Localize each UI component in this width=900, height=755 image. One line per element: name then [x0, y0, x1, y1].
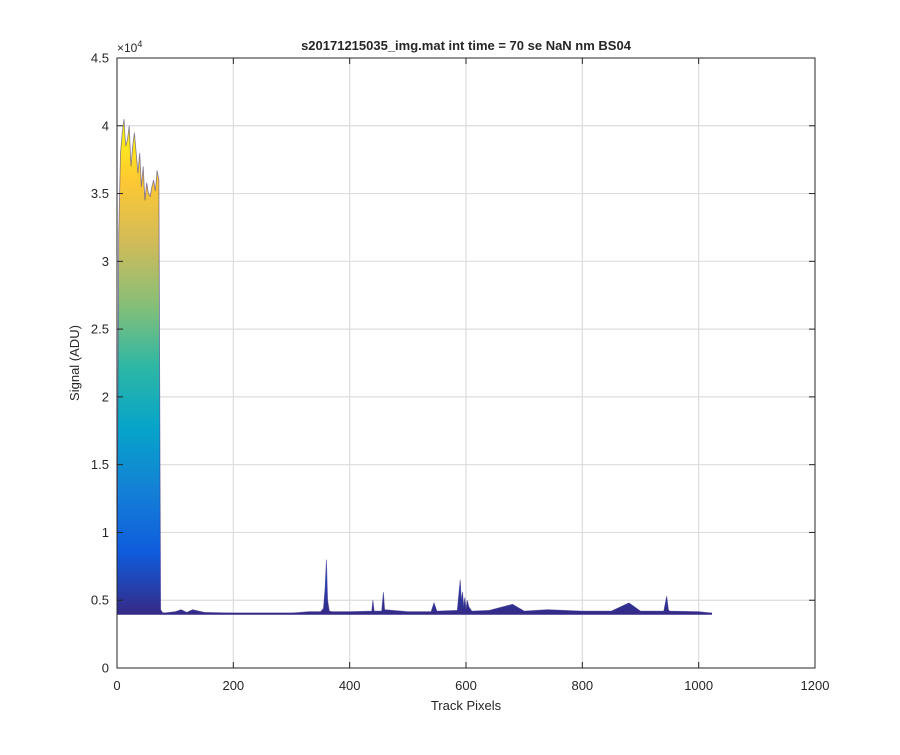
y-tick-label: 4	[102, 118, 109, 133]
x-tick-label: 1000	[684, 678, 713, 693]
x-tick-label: 200	[222, 678, 244, 693]
y-tick-label: 0.5	[91, 593, 109, 608]
y-tick-label: 3	[102, 254, 109, 269]
chart-title: s20171215035_img.mat int time = 70 se Na…	[301, 38, 632, 53]
x-tick-label: 1200	[801, 678, 830, 693]
y-exponent-label: ×104	[117, 39, 142, 55]
y-axis-label: Signal (ADU)	[67, 325, 82, 401]
x-tick-label: 400	[339, 678, 361, 693]
series-line	[117, 118, 713, 614]
grid	[117, 58, 815, 668]
x-tick-label: 0	[113, 678, 120, 693]
y-tick-label: 1.5	[91, 457, 109, 472]
y-tick-label: 2	[102, 389, 109, 404]
x-tick-label: 600	[455, 678, 477, 693]
ticks	[116, 57, 816, 669]
x-axis-label: Track Pixels	[431, 698, 502, 713]
y-exponent-base: ×10	[117, 41, 138, 55]
x-tick-label: 800	[571, 678, 593, 693]
y-exponent-power: 4	[137, 39, 142, 49]
y-tick-label: 2.5	[91, 322, 109, 337]
y-tick-label: 4.5	[91, 51, 109, 66]
y-tick-label: 0	[102, 661, 109, 676]
y-tick-label: 3.5	[91, 186, 109, 201]
y-tick-label: 1	[102, 525, 109, 540]
tick-labels: 0 200 400 600 800 1000 1200 0 0.5 1 1.5 2 2.5 3 3.5 4 4.…	[91, 51, 830, 694]
series-layer	[117, 118, 713, 615]
